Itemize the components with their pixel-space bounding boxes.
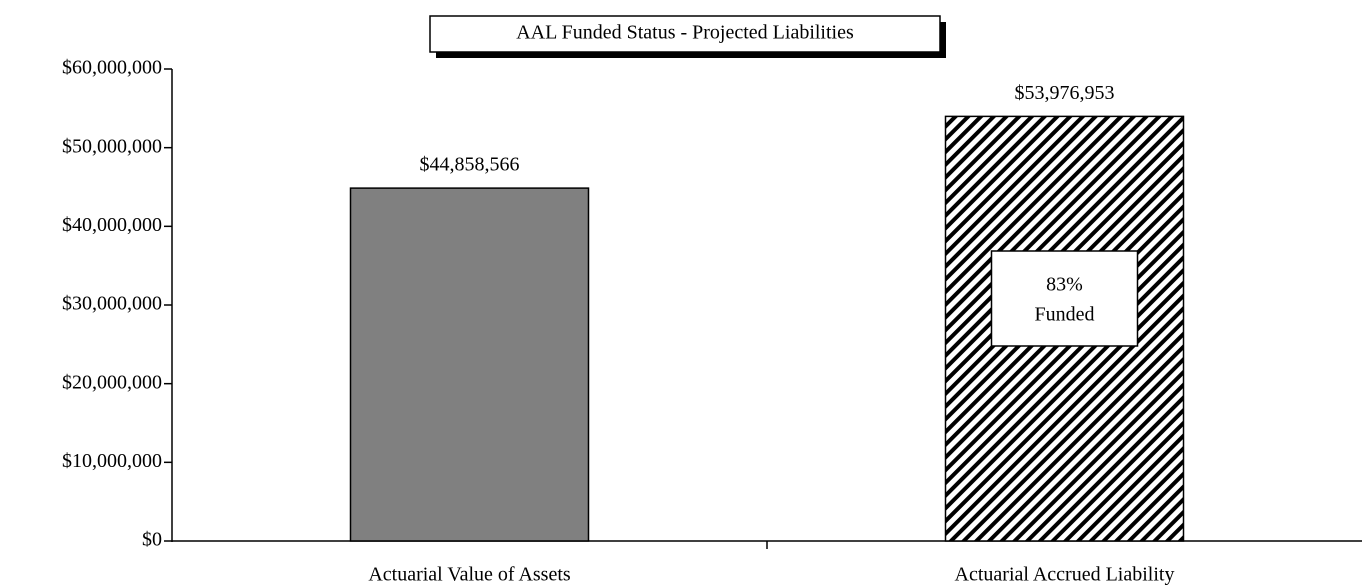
y-tick-label: $40,000,000 <box>62 214 162 236</box>
bar <box>349 187 590 542</box>
chart-title: AAL Funded Status - Projected Liabilitie… <box>516 22 854 44</box>
y-tick-label: $10,000,000 <box>62 450 162 472</box>
y-tick-label: $30,000,000 <box>62 293 162 315</box>
y-tick-label: $20,000,000 <box>62 371 162 393</box>
title-box <box>429 15 941 53</box>
annotation: Funded <box>1035 304 1095 326</box>
y-tick-label: $50,000,000 <box>62 135 162 157</box>
annotation-box <box>990 250 1139 347</box>
y-tick-label: $60,000,000 <box>62 57 162 79</box>
value-label: $53,976,953 <box>1015 82 1115 104</box>
y-tick-label: $0 <box>142 529 162 551</box>
x-tick-label: Actuarial Accrued Liability <box>955 564 1175 586</box>
annotation: 83% <box>1046 274 1083 296</box>
value-label: $44,858,566 <box>420 154 520 176</box>
x-tick-label: Actuarial Value of Assets <box>368 564 571 586</box>
